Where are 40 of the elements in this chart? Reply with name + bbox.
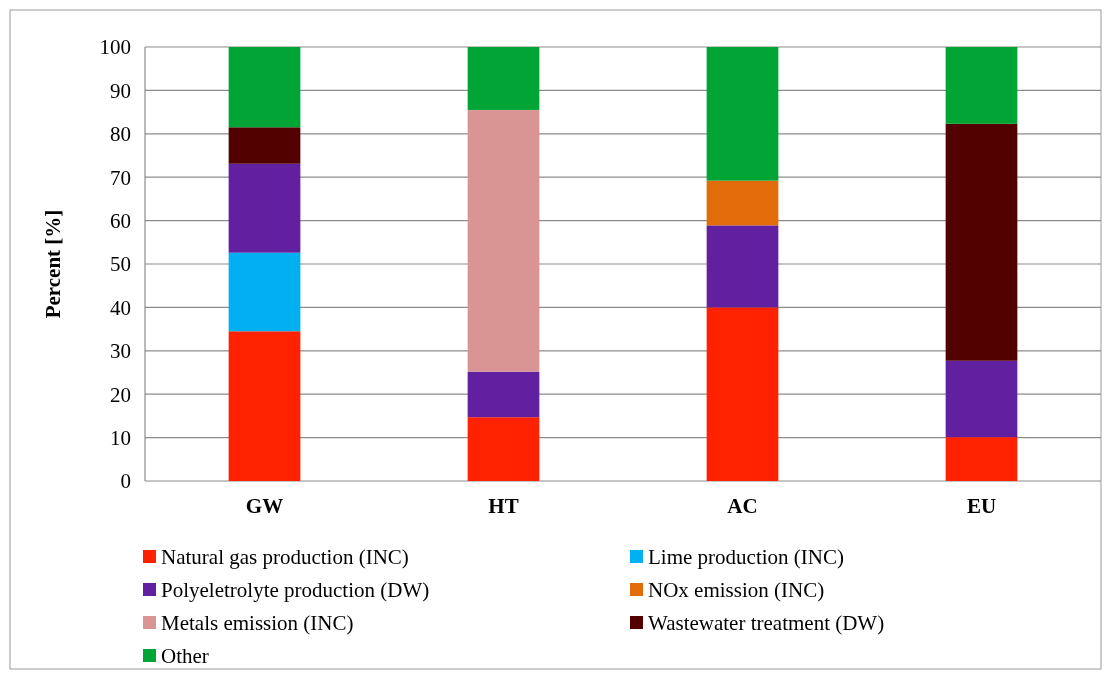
bar bbox=[945, 360, 1018, 438]
x-tick-label: AC bbox=[727, 494, 758, 518]
bar bbox=[945, 123, 1018, 361]
bar bbox=[706, 180, 779, 226]
bar bbox=[467, 109, 540, 372]
y-tick-label: 60 bbox=[110, 208, 131, 233]
bar bbox=[228, 127, 301, 164]
y-tick-label: 20 bbox=[110, 382, 131, 407]
bar bbox=[467, 371, 540, 418]
legend-label: NOx emission (INC) bbox=[648, 578, 825, 603]
x-tick-label: EU bbox=[966, 494, 997, 518]
y-tick-label: 100 bbox=[99, 35, 131, 60]
legend-label: Polyeletrolyte production (DW) bbox=[161, 578, 430, 603]
bar bbox=[228, 163, 301, 253]
x-tick-label: GW bbox=[245, 494, 284, 518]
bar bbox=[228, 252, 301, 332]
y-axis-title: Percent [%] bbox=[41, 209, 65, 319]
x-tick-label: HT bbox=[488, 494, 519, 518]
bar bbox=[706, 47, 779, 181]
y-tick-label: 0 bbox=[120, 469, 131, 494]
y-tick-label: 80 bbox=[110, 122, 131, 147]
legend-label: Lime production (INC) bbox=[648, 545, 844, 570]
bar bbox=[467, 417, 540, 481]
legend-label: Metals emission (INC) bbox=[161, 611, 354, 636]
bar bbox=[706, 225, 779, 308]
y-tick-label: 70 bbox=[110, 165, 131, 190]
legend-label: Natural gas production (INC) bbox=[161, 545, 409, 570]
y-tick-label: 90 bbox=[110, 78, 131, 103]
bar bbox=[706, 307, 779, 481]
y-tick-label: 50 bbox=[110, 252, 131, 277]
legend-label: Wastewater treatment (DW) bbox=[648, 611, 885, 636]
y-tick-label: 30 bbox=[110, 339, 131, 364]
bar bbox=[228, 331, 301, 481]
bar bbox=[228, 47, 301, 128]
bar bbox=[467, 47, 540, 110]
y-tick-label: 10 bbox=[110, 425, 131, 450]
y-tick-label: 40 bbox=[110, 295, 131, 320]
bar bbox=[945, 437, 1018, 481]
bar bbox=[945, 47, 1018, 124]
legend-label: Other bbox=[161, 644, 209, 669]
